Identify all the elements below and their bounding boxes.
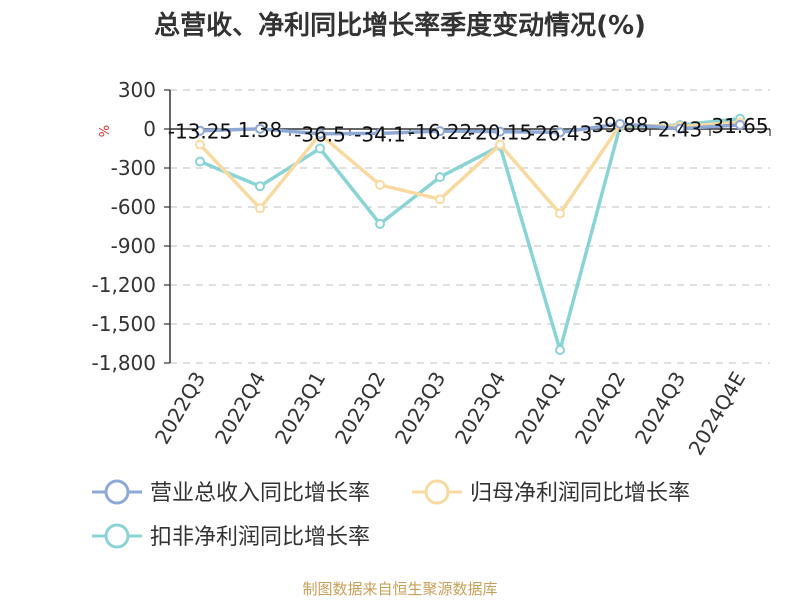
x-tick-label: 2023Q3: [390, 368, 450, 449]
x-tick-label: 2022Q3: [150, 368, 210, 449]
data-point[interactable]: [255, 203, 265, 214]
data-point[interactable]: [495, 126, 505, 137]
y-tick-label: -1,800: [92, 351, 156, 375]
data-labels: -13.25 1.38 -36.5 -34.1 -16.22-20.15-26.43 39…: [168, 113, 769, 147]
y-tick-label: 0: [143, 117, 156, 141]
x-tick-label: 2024Q3: [630, 368, 690, 449]
y-tick-label: -300: [111, 156, 156, 180]
data-label: -26.43: [528, 121, 592, 145]
y-tick-label: -1,500: [92, 312, 156, 336]
data-point[interactable]: [315, 128, 325, 139]
gridlines: [170, 89, 770, 364]
x-tick-label: 2023Q1: [270, 368, 330, 449]
data-label: 1.38: [238, 118, 283, 142]
data-point[interactable]: [735, 119, 745, 130]
data-point[interactable]: [195, 156, 205, 167]
data-label: -13.25: [168, 120, 232, 144]
legend[interactable]: 营业总收入同比增长率 归母净利润同比增长率 扣非净利润同比增长率: [92, 479, 690, 550]
legend-item-net-profit[interactable]: 归母净利润同比增长率: [412, 479, 690, 506]
legend-item-revenue[interactable]: 营业总收入同比增长率: [92, 479, 370, 506]
data-point[interactable]: [555, 127, 565, 138]
data-point[interactable]: [435, 172, 445, 183]
data-label: 2.43: [658, 118, 703, 142]
data-point[interactable]: [675, 123, 685, 134]
y-tick-label: -900: [111, 234, 156, 258]
data-label: 39.88: [591, 113, 648, 137]
data-label: -20.15: [468, 121, 532, 145]
y-tick-label: -1,200: [92, 273, 156, 297]
data-label: -16.22: [408, 120, 472, 144]
data-point[interactable]: [375, 128, 385, 139]
data-label: 31.65: [711, 114, 768, 138]
x-tick-label: 2023Q2: [330, 368, 390, 449]
data-point[interactable]: [555, 208, 565, 219]
data-point[interactable]: [555, 345, 565, 355]
legend-label-deducted-net-profit: 扣非净利润同比增长率: [150, 525, 370, 550]
data-point[interactable]: [495, 139, 505, 150]
data-point[interactable]: [195, 125, 205, 136]
data-point[interactable]: [435, 126, 445, 137]
data-point[interactable]: [315, 143, 325, 154]
x-tick-label: 2024Q1: [510, 368, 570, 449]
data-point[interactable]: [255, 181, 265, 192]
legend-label-net-profit: 归母净利润同比增长率: [470, 481, 690, 506]
y-tick-label: -600: [111, 195, 156, 219]
data-point[interactable]: [375, 179, 385, 190]
series-lines: [195, 113, 745, 355]
data-label: -36.5: [294, 123, 346, 147]
x-tick-label: 2024Q4E: [684, 368, 751, 460]
source-note: 制图数据来自恒生聚源数据库: [302, 580, 497, 598]
data-point[interactable]: [375, 218, 385, 229]
legend-label-revenue: 营业总收入同比增长率: [150, 481, 370, 506]
data-label: -34.1: [354, 122, 406, 146]
y-axis-ticks: 300 0 -300 -600 -900 -1,200 -1,500 -1,800: [92, 78, 170, 375]
chart-title: 总营收、净利同比增长率季度变动情况(%): [154, 10, 646, 41]
legend-item-deducted-net-profit[interactable]: 扣非净利润同比增长率: [92, 523, 370, 550]
data-point[interactable]: [255, 123, 265, 134]
data-point[interactable]: [435, 194, 445, 205]
y-axis-unit: %: [98, 125, 113, 137]
x-tick-label: 2022Q4: [210, 368, 270, 449]
series-line-2: [199, 116, 741, 352]
data-point[interactable]: [195, 139, 205, 150]
series-line-0: [199, 122, 741, 136]
x-tick-label: 2024Q2: [570, 368, 630, 449]
y-tick-label: 300: [118, 78, 156, 102]
data-point[interactable]: [615, 118, 625, 129]
x-tick-label: 2023Q4: [450, 368, 510, 449]
